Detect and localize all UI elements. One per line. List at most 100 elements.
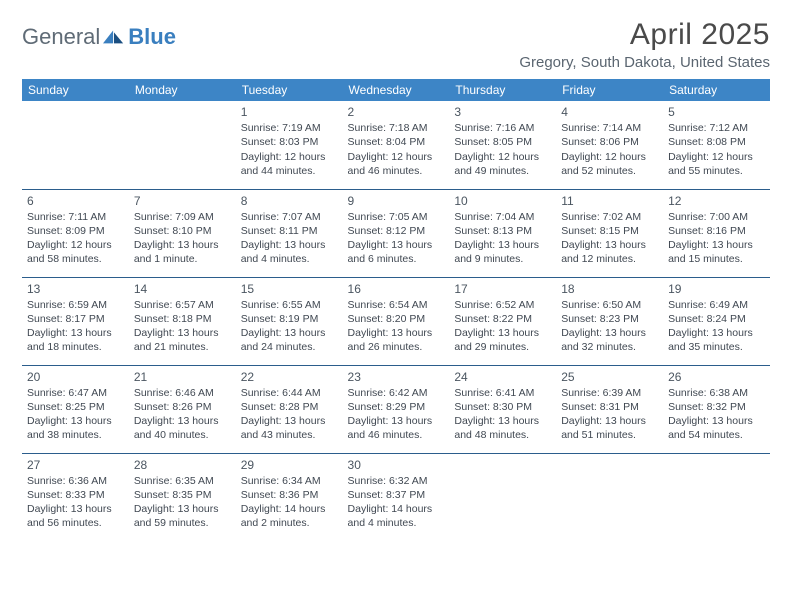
sunset-text: Sunset: 8:10 PM (134, 224, 231, 238)
day-number: 16 (348, 281, 445, 297)
sunset-text: Sunset: 8:25 PM (27, 400, 124, 414)
calendar-day-cell: 21Sunrise: 6:46 AMSunset: 8:26 PMDayligh… (129, 365, 236, 453)
weekday-header: Tuesday (236, 79, 343, 101)
daylight-text: Daylight: 13 hours and 6 minutes. (348, 238, 445, 266)
sunrise-text: Sunrise: 7:18 AM (348, 121, 445, 135)
day-number: 1 (241, 104, 338, 120)
daylight-text: Daylight: 13 hours and 56 minutes. (27, 502, 124, 530)
sunset-text: Sunset: 8:06 PM (561, 135, 658, 149)
calendar-day-cell: 9Sunrise: 7:05 AMSunset: 8:12 PMDaylight… (343, 189, 450, 277)
calendar-day-cell: 5Sunrise: 7:12 AMSunset: 8:08 PMDaylight… (663, 101, 770, 189)
daylight-text: Daylight: 13 hours and 40 minutes. (134, 414, 231, 442)
sunrise-text: Sunrise: 6:55 AM (241, 298, 338, 312)
daylight-text: Daylight: 14 hours and 2 minutes. (241, 502, 338, 530)
day-number: 12 (668, 193, 765, 209)
day-number: 18 (561, 281, 658, 297)
calendar-day-cell: 28Sunrise: 6:35 AMSunset: 8:35 PMDayligh… (129, 453, 236, 541)
sunrise-text: Sunrise: 6:38 AM (668, 386, 765, 400)
sunset-text: Sunset: 8:35 PM (134, 488, 231, 502)
logo: General Blue (22, 24, 176, 50)
header: General Blue April 2025 Gregory, South D… (22, 18, 770, 71)
sunrise-text: Sunrise: 7:12 AM (668, 121, 765, 135)
calendar-table: SundayMondayTuesdayWednesdayThursdayFrid… (22, 79, 770, 541)
calendar-day-cell: 16Sunrise: 6:54 AMSunset: 8:20 PMDayligh… (343, 277, 450, 365)
calendar-day-cell: 27Sunrise: 6:36 AMSunset: 8:33 PMDayligh… (22, 453, 129, 541)
daylight-text: Daylight: 13 hours and 48 minutes. (454, 414, 551, 442)
sunset-text: Sunset: 8:09 PM (27, 224, 124, 238)
sunrise-text: Sunrise: 6:34 AM (241, 474, 338, 488)
logo-triangle-icon (103, 28, 125, 44)
calendar-day-cell: 11Sunrise: 7:02 AMSunset: 8:15 PMDayligh… (556, 189, 663, 277)
day-number: 9 (348, 193, 445, 209)
calendar-day-cell: 14Sunrise: 6:57 AMSunset: 8:18 PMDayligh… (129, 277, 236, 365)
daylight-text: Daylight: 12 hours and 46 minutes. (348, 150, 445, 178)
day-number: 24 (454, 369, 551, 385)
day-number: 13 (27, 281, 124, 297)
day-number: 10 (454, 193, 551, 209)
daylight-text: Daylight: 13 hours and 18 minutes. (27, 326, 124, 354)
sunset-text: Sunset: 8:31 PM (561, 400, 658, 414)
sunrise-text: Sunrise: 7:04 AM (454, 210, 551, 224)
calendar-day-cell: 24Sunrise: 6:41 AMSunset: 8:30 PMDayligh… (449, 365, 556, 453)
sunrise-text: Sunrise: 7:07 AM (241, 210, 338, 224)
calendar-week-row: 20Sunrise: 6:47 AMSunset: 8:25 PMDayligh… (22, 365, 770, 453)
sunset-text: Sunset: 8:37 PM (348, 488, 445, 502)
daylight-text: Daylight: 13 hours and 38 minutes. (27, 414, 124, 442)
weekday-header: Sunday (22, 79, 129, 101)
calendar-empty-cell (663, 453, 770, 541)
calendar-day-cell: 20Sunrise: 6:47 AMSunset: 8:25 PMDayligh… (22, 365, 129, 453)
sunrise-text: Sunrise: 6:57 AM (134, 298, 231, 312)
calendar-day-cell: 2Sunrise: 7:18 AMSunset: 8:04 PMDaylight… (343, 101, 450, 189)
calendar-day-cell: 3Sunrise: 7:16 AMSunset: 8:05 PMDaylight… (449, 101, 556, 189)
sunrise-text: Sunrise: 6:41 AM (454, 386, 551, 400)
daylight-text: Daylight: 13 hours and 54 minutes. (668, 414, 765, 442)
calendar-day-cell: 7Sunrise: 7:09 AMSunset: 8:10 PMDaylight… (129, 189, 236, 277)
sunrise-text: Sunrise: 7:05 AM (348, 210, 445, 224)
day-number: 14 (134, 281, 231, 297)
sunset-text: Sunset: 8:33 PM (27, 488, 124, 502)
daylight-text: Daylight: 14 hours and 4 minutes. (348, 502, 445, 530)
daylight-text: Daylight: 13 hours and 29 minutes. (454, 326, 551, 354)
day-number: 6 (27, 193, 124, 209)
sunset-text: Sunset: 8:11 PM (241, 224, 338, 238)
daylight-text: Daylight: 13 hours and 1 minute. (134, 238, 231, 266)
weekday-header: Thursday (449, 79, 556, 101)
day-number: 20 (27, 369, 124, 385)
day-number: 21 (134, 369, 231, 385)
day-number: 8 (241, 193, 338, 209)
sunset-text: Sunset: 8:32 PM (668, 400, 765, 414)
daylight-text: Daylight: 12 hours and 52 minutes. (561, 150, 658, 178)
calendar-day-cell: 12Sunrise: 7:00 AMSunset: 8:16 PMDayligh… (663, 189, 770, 277)
daylight-text: Daylight: 12 hours and 44 minutes. (241, 150, 338, 178)
sunset-text: Sunset: 8:29 PM (348, 400, 445, 414)
calendar-day-cell: 17Sunrise: 6:52 AMSunset: 8:22 PMDayligh… (449, 277, 556, 365)
sunset-text: Sunset: 8:24 PM (668, 312, 765, 326)
weekday-header: Monday (129, 79, 236, 101)
daylight-text: Daylight: 13 hours and 21 minutes. (134, 326, 231, 354)
calendar-day-cell: 25Sunrise: 6:39 AMSunset: 8:31 PMDayligh… (556, 365, 663, 453)
sunset-text: Sunset: 8:13 PM (454, 224, 551, 238)
sunrise-text: Sunrise: 7:14 AM (561, 121, 658, 135)
calendar-day-cell: 13Sunrise: 6:59 AMSunset: 8:17 PMDayligh… (22, 277, 129, 365)
sunrise-text: Sunrise: 6:59 AM (27, 298, 124, 312)
calendar-day-cell: 6Sunrise: 7:11 AMSunset: 8:09 PMDaylight… (22, 189, 129, 277)
sunrise-text: Sunrise: 6:54 AM (348, 298, 445, 312)
calendar-empty-cell (449, 453, 556, 541)
day-number: 23 (348, 369, 445, 385)
calendar-day-cell: 26Sunrise: 6:38 AMSunset: 8:32 PMDayligh… (663, 365, 770, 453)
day-number: 19 (668, 281, 765, 297)
sunset-text: Sunset: 8:15 PM (561, 224, 658, 238)
day-number: 22 (241, 369, 338, 385)
daylight-text: Daylight: 12 hours and 55 minutes. (668, 150, 765, 178)
weekday-header: Friday (556, 79, 663, 101)
calendar-empty-cell (22, 101, 129, 189)
sunrise-text: Sunrise: 7:00 AM (668, 210, 765, 224)
daylight-text: Daylight: 13 hours and 4 minutes. (241, 238, 338, 266)
sunrise-text: Sunrise: 6:46 AM (134, 386, 231, 400)
calendar-week-row: 1Sunrise: 7:19 AMSunset: 8:03 PMDaylight… (22, 101, 770, 189)
title-block: April 2025 Gregory, South Dakota, United… (519, 18, 770, 71)
day-number: 25 (561, 369, 658, 385)
location-subtitle: Gregory, South Dakota, United States (519, 54, 770, 71)
calendar-day-cell: 19Sunrise: 6:49 AMSunset: 8:24 PMDayligh… (663, 277, 770, 365)
day-number: 17 (454, 281, 551, 297)
